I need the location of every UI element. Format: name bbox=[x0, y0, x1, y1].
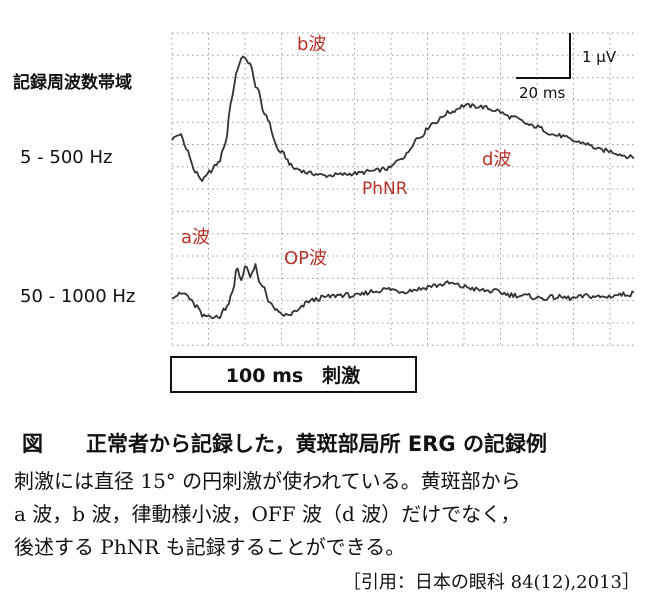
caption-line: 刺激には直径 15° の円刺激が使われている。黄斑部から bbox=[14, 469, 521, 493]
figure-caption-body: 刺激には直径 15° の円刺激が使われている。黄斑部から a 波，b 波，律動様… bbox=[14, 465, 644, 564]
scale-voltage-label: 1 µV bbox=[582, 48, 617, 66]
figure-title: 正常者から記録した，黄斑部局所 ERG の記録例 bbox=[86, 432, 547, 456]
annotation-b-wave: b波 bbox=[297, 34, 326, 55]
series-label-50-1000: 50 - 1000 Hz bbox=[20, 286, 135, 307]
erg-figure: 1 µV 20 ms 記録周波数帯域 5 - 500 Hz 50 - 1000 … bbox=[13, 32, 635, 393]
trace-50-1000hz bbox=[171, 263, 635, 320]
annotation-d-wave: d波 bbox=[482, 149, 511, 170]
stimulus-box-outline bbox=[170, 356, 417, 393]
stimulus-label: 100 ms 刺激 bbox=[226, 364, 360, 387]
annotation-op-wave: OP波 bbox=[284, 248, 327, 269]
annotation-a-wave: a波 bbox=[181, 227, 210, 248]
series-label-5-500: 5 - 500 Hz bbox=[20, 147, 112, 168]
figure-label: 図 bbox=[22, 432, 43, 456]
annotation-phnr: PhNR bbox=[362, 179, 408, 199]
dotted-grid bbox=[171, 32, 634, 346]
scale-bar: 1 µV 20 ms bbox=[516, 33, 617, 102]
caption-line: 後述する PhNR も記録することができる。 bbox=[14, 535, 406, 559]
caption-line: a 波，b 波，律動様小波，OFF 波（d 波）だけでなく， bbox=[14, 502, 521, 526]
scale-time-label: 20 ms bbox=[519, 84, 565, 102]
citation: ［引用：日本の眼科 84(12),2013］ bbox=[342, 572, 640, 593]
trace-5-500hz bbox=[171, 55, 635, 183]
band-axis-title: 記録周波数帯域 bbox=[13, 72, 132, 93]
figure-caption-title: 図 正常者から記録した，黄斑部局所 ERG の記録例 bbox=[22, 428, 642, 458]
